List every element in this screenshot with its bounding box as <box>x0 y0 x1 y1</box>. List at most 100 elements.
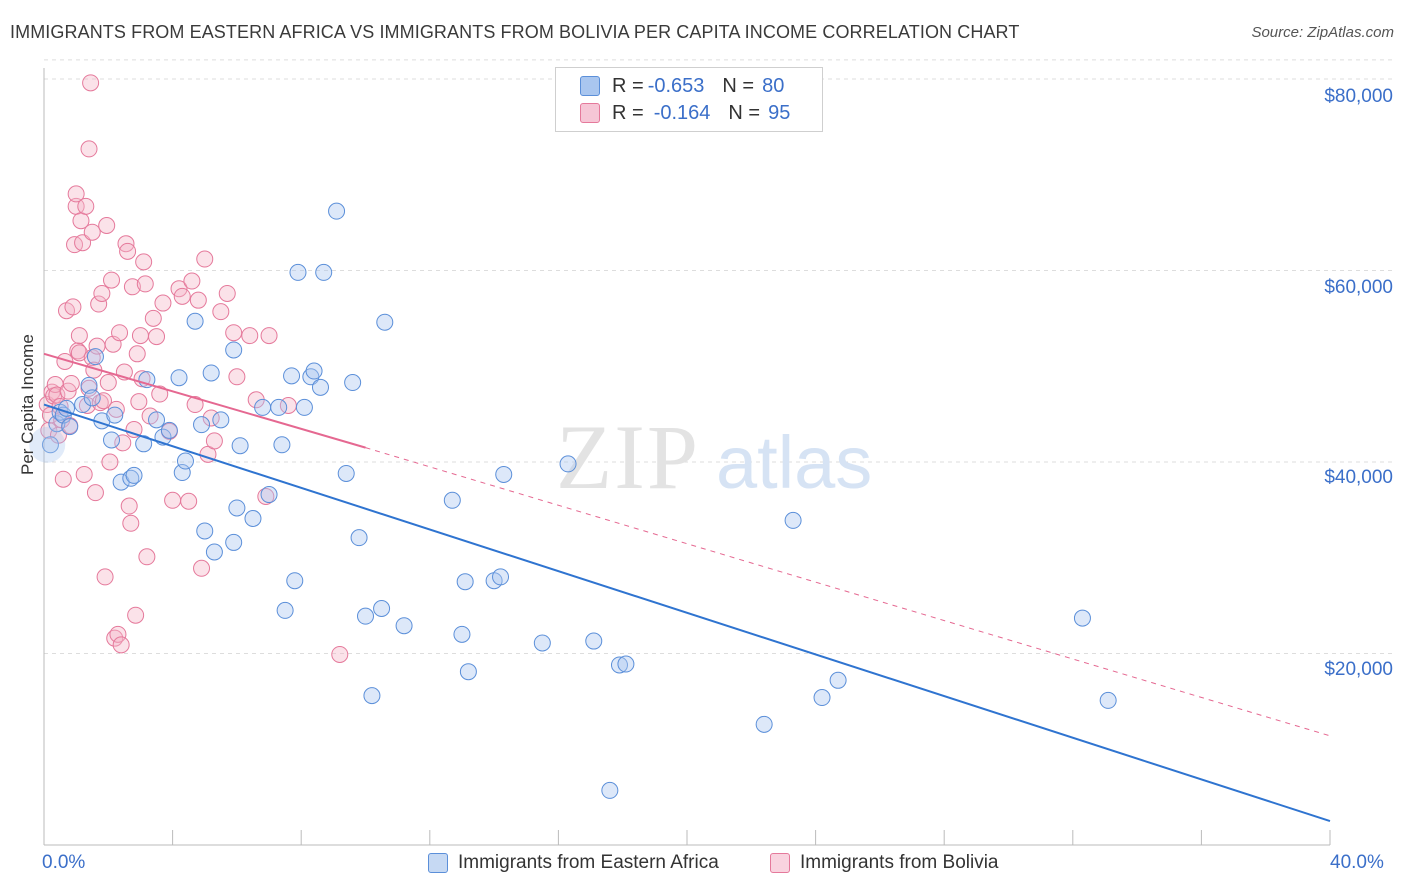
eastern-africa-point <box>337 464 355 482</box>
eastern-africa-point <box>212 411 230 429</box>
bolivia-point <box>83 223 101 241</box>
bolivia-point <box>148 328 166 346</box>
eastern-africa-point <box>453 625 471 643</box>
y-tick-label: $60,000 <box>1324 277 1393 298</box>
eastern-africa-point <box>533 634 551 652</box>
eastern-africa-point <box>283 367 301 385</box>
bolivia-point <box>193 559 211 577</box>
chart-title: IMMIGRANTS FROM EASTERN AFRICA VS IMMIGR… <box>10 22 1020 42</box>
eastern-africa-point <box>148 411 166 429</box>
eastern-africa-point <box>205 543 223 561</box>
bolivia-point <box>54 470 72 488</box>
eastern-africa-point <box>585 632 603 650</box>
eastern-africa-point <box>61 418 79 436</box>
watermark-atlas: atlas <box>716 421 872 504</box>
eastern-africa-point <box>273 436 291 454</box>
eastern-africa-point <box>305 362 323 380</box>
y-tick-label: $40,000 <box>1324 467 1393 488</box>
bolivia-point <box>99 374 117 392</box>
eastern-africa-point <box>193 416 211 434</box>
y-axis-label: Per Capita Income <box>18 334 37 475</box>
eastern-africa-point <box>228 499 246 517</box>
eastern-africa-point <box>244 509 262 527</box>
eastern-africa-point <box>328 202 346 220</box>
eastern-africa-point <box>125 466 143 484</box>
eastern-africa-point <box>1073 609 1091 627</box>
bolivia-point <box>128 345 146 363</box>
bottom-legend-label: Immigrants from Eastern Africa <box>458 852 719 873</box>
bolivia-point <box>120 497 138 515</box>
eastern-africa-point <box>559 455 577 473</box>
eastern-africa-point <box>83 389 101 407</box>
x-tick-label: 40.0% <box>1330 852 1384 873</box>
bolivia-point <box>331 645 349 663</box>
eastern-africa-point <box>357 607 374 625</box>
bolivia-point <box>90 295 108 313</box>
legend-r-label: R = <box>612 74 644 97</box>
eastern-africa-point <box>286 572 304 590</box>
eastern-africa-point <box>170 369 188 387</box>
eastern-africa-point <box>202 364 220 382</box>
eastern-africa-point <box>610 656 628 674</box>
bolivia-point <box>173 287 191 305</box>
bolivia-point <box>75 465 93 483</box>
bolivia-point <box>218 284 236 302</box>
eastern-africa-point <box>459 663 477 681</box>
eastern-africa-point <box>395 617 413 635</box>
bolivia-point <box>228 368 246 386</box>
y-tick-label: $20,000 <box>1324 659 1393 680</box>
eastern-africa-point <box>311 378 329 396</box>
eastern-africa-point <box>443 491 461 509</box>
bolivia-point <box>189 291 207 309</box>
bolivia-point <box>94 392 112 410</box>
eastern-africa-point <box>260 486 278 504</box>
bolivia-point <box>205 432 223 450</box>
bolivia-point <box>91 394 109 412</box>
eastern-africa-point <box>376 313 394 331</box>
eastern-africa-point <box>289 263 307 281</box>
eastern-africa-point <box>186 312 204 330</box>
eastern-africa-point <box>225 341 243 359</box>
legend-swatch-blue <box>580 76 600 96</box>
eastern-africa-point <box>176 452 194 470</box>
eastern-africa-point <box>350 529 368 547</box>
bolivia-point <box>135 253 153 271</box>
eastern-africa-point <box>103 431 121 449</box>
bottom-legend-swatch-blue <box>428 853 448 873</box>
eastern-africa-point <box>196 522 214 540</box>
bolivia-point <box>186 396 204 414</box>
eastern-africa-point <box>302 368 320 386</box>
legend-row-bolivia: R = -0.164 N = 95 <box>580 100 790 126</box>
eastern-africa-point <box>295 398 313 416</box>
eastern-africa-point <box>492 568 510 586</box>
eastern-africa-point <box>373 599 391 617</box>
eastern-africa-point <box>617 655 635 673</box>
eastern-africa-point <box>344 374 362 392</box>
bolivia-point <box>70 327 88 345</box>
bolivia-point <box>183 272 201 290</box>
legend-r-label: R = <box>612 101 644 124</box>
bolivia-point <box>138 548 156 566</box>
legend-swatch-pink <box>580 103 600 123</box>
watermark: ZIP atlas <box>556 406 872 508</box>
bolivia-point <box>109 625 127 643</box>
eastern-africa-point <box>495 465 513 483</box>
bolivia-point <box>82 74 100 92</box>
bolivia-point <box>77 197 95 215</box>
eastern-africa-point <box>755 715 773 733</box>
bolivia-point <box>64 298 82 316</box>
bolivia-point <box>101 453 119 471</box>
eastern-africa-point <box>456 573 474 591</box>
eastern-africa-point <box>1099 691 1117 709</box>
eastern-africa-point <box>601 781 619 799</box>
bolivia-point <box>107 400 125 418</box>
bottom-legend-label: Immigrants from Bolivia <box>800 852 999 873</box>
eastern-africa-point <box>784 511 802 529</box>
bolivia-point <box>257 487 275 505</box>
bottom-legend-bolivia: Immigrants from Bolivia <box>770 852 999 874</box>
bolivia-point <box>70 344 88 362</box>
legend-r-value: -0.653 <box>647 74 705 97</box>
x-tick-label: 0.0% <box>42 852 86 873</box>
bottom-legend-eastern-africa: Immigrants from Eastern Africa <box>428 852 719 874</box>
